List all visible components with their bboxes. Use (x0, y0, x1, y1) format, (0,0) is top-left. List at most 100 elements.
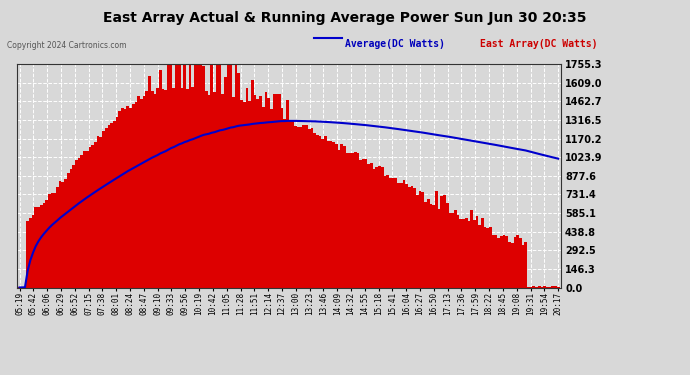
Bar (75, 160, 78, 288)
Bar (154, 94, 156, 288)
Bar (422, 192, 424, 288)
Bar (229, 64, 232, 288)
Text: East Array(DC Watts): East Array(DC Watts) (480, 39, 597, 50)
Bar (197, 64, 199, 288)
Bar (72, 165, 75, 288)
Bar (259, 96, 262, 288)
Bar (61, 182, 64, 288)
Bar (557, 287, 560, 288)
Bar (513, 237, 516, 288)
Bar (335, 144, 337, 288)
Bar (37, 207, 40, 288)
Bar (199, 65, 202, 288)
Bar (254, 95, 257, 288)
Bar (384, 176, 386, 288)
Bar (50, 193, 53, 288)
Bar (386, 174, 389, 288)
Bar (364, 159, 367, 288)
Bar (67, 173, 70, 288)
Bar (308, 129, 310, 288)
Bar (148, 76, 151, 288)
Bar (305, 125, 308, 288)
Bar (340, 144, 343, 288)
Text: Copyright 2024 Cartronics.com: Copyright 2024 Cartronics.com (7, 41, 126, 50)
Bar (427, 199, 430, 288)
Bar (113, 121, 116, 288)
Bar (78, 158, 81, 288)
Bar (473, 220, 475, 288)
Bar (551, 286, 554, 288)
Bar (221, 94, 224, 288)
Bar (446, 202, 448, 288)
Bar (94, 142, 97, 288)
Bar (178, 64, 181, 288)
Bar (232, 96, 235, 288)
Bar (505, 236, 508, 288)
Bar (457, 215, 460, 288)
Bar (465, 218, 468, 288)
Bar (289, 120, 292, 288)
Bar (219, 64, 221, 288)
Bar (332, 142, 335, 288)
Bar (533, 286, 535, 288)
Bar (535, 287, 538, 288)
Bar (126, 106, 129, 288)
Bar (519, 238, 522, 288)
Bar (294, 126, 297, 288)
Bar (299, 127, 302, 288)
Bar (59, 181, 61, 288)
Bar (137, 96, 140, 288)
Bar (359, 160, 362, 288)
Bar (140, 99, 143, 288)
Bar (430, 204, 433, 288)
Bar (202, 66, 205, 288)
Bar (110, 123, 113, 288)
Bar (402, 180, 405, 288)
Bar (224, 76, 226, 288)
Bar (468, 221, 470, 288)
Bar (105, 128, 108, 288)
Bar (248, 100, 251, 288)
Bar (257, 99, 259, 288)
Bar (205, 92, 208, 288)
Bar (275, 94, 278, 288)
Bar (151, 92, 154, 288)
Bar (43, 203, 46, 288)
Bar (516, 235, 519, 288)
Bar (495, 235, 497, 288)
Bar (26, 221, 29, 288)
Bar (478, 225, 481, 288)
Bar (486, 228, 489, 288)
Bar (329, 141, 332, 288)
Bar (167, 64, 170, 288)
Bar (400, 183, 402, 288)
Bar (424, 201, 427, 288)
Bar (543, 286, 546, 288)
Bar (164, 90, 167, 288)
Bar (357, 153, 359, 288)
Bar (440, 196, 443, 288)
Bar (437, 209, 440, 288)
Bar (286, 100, 289, 288)
Bar (524, 242, 527, 288)
Bar (484, 226, 486, 288)
Bar (237, 73, 240, 288)
Bar (135, 102, 137, 288)
Bar (83, 151, 86, 288)
Bar (503, 236, 505, 288)
Bar (88, 147, 91, 288)
Bar (397, 183, 400, 288)
Bar (29, 218, 32, 288)
Bar (132, 104, 135, 288)
Bar (313, 133, 316, 288)
Bar (146, 91, 148, 288)
Bar (454, 210, 457, 288)
Bar (337, 150, 340, 288)
Bar (411, 186, 413, 288)
Bar (284, 120, 286, 288)
Bar (481, 218, 484, 288)
Bar (46, 200, 48, 288)
Bar (246, 87, 248, 288)
Bar (262, 106, 264, 288)
Bar (433, 205, 435, 288)
